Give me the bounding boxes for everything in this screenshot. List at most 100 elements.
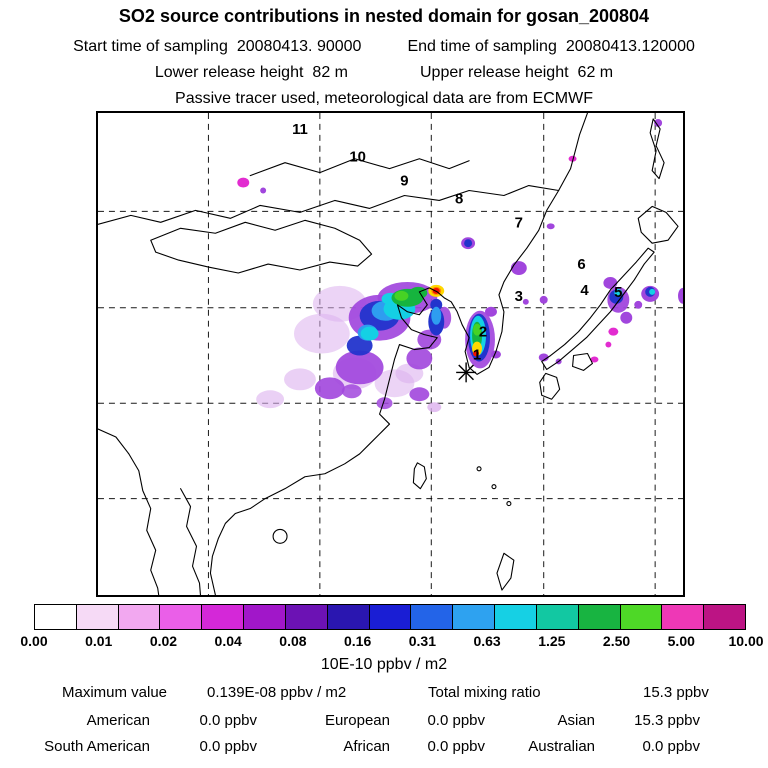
plume-cell [394, 290, 409, 301]
border-north [98, 185, 560, 225]
colorbar-segment [160, 605, 203, 629]
contrib-label: Australian [528, 738, 595, 755]
island-luzon [496, 552, 515, 591]
max-value-label: Maximum value [62, 684, 168, 701]
upper-release-value: 62 m [577, 64, 614, 81]
region-label: 11 [292, 122, 308, 138]
region-label: 4 [580, 283, 589, 299]
upper-release-label: Upper release height [420, 64, 569, 81]
colorbar-tick-label: 5.00 [667, 633, 695, 649]
plume-cell [678, 287, 683, 304]
plume-cell [431, 306, 442, 325]
plume-cell [256, 390, 285, 409]
region-label: 5 [614, 285, 622, 301]
colorbar-segment [118, 605, 161, 629]
contrib-value: 0.0 ppbv [642, 738, 700, 755]
contrib-value: 0.0 ppbv [427, 738, 485, 755]
plume-cell [237, 177, 250, 188]
receptor-marker [458, 364, 474, 381]
colorbar-tick-label: 0.16 [344, 633, 372, 649]
colorbar-segment [578, 605, 621, 629]
plume-cell [473, 350, 480, 357]
contrib-label: African [343, 738, 390, 755]
plume-cell [522, 298, 529, 305]
contrib-label: South American [44, 738, 150, 755]
island-shikoku [572, 352, 594, 371]
colorbar-tick-label: 0.02 [149, 633, 178, 649]
start-time-label: Start time of sampling [73, 38, 228, 55]
plume-cell [409, 387, 430, 402]
max-value: 0.139E-08 ppbv / m2 [207, 684, 347, 701]
plume-cell [464, 239, 473, 248]
plume-cell [260, 187, 267, 194]
region-label: 7 [515, 215, 523, 231]
coastline-mainland [209, 113, 589, 595]
lower-release-value: 82 m [312, 64, 348, 81]
start-time-value: 20080413. 90000 [236, 38, 362, 55]
concentration-plume [237, 118, 683, 413]
plume-cell [346, 335, 373, 356]
colorbar [34, 604, 746, 630]
colorbar-segment [202, 605, 245, 629]
colorbar-segment [285, 605, 328, 629]
end-time-value: 20080413.120000 [565, 38, 695, 55]
plume-cell [314, 377, 345, 400]
coastline-indochina [180, 488, 202, 595]
plume-cell [406, 347, 433, 370]
end-time-label: End time of sampling [407, 38, 557, 55]
plume-cell [546, 223, 555, 230]
plume-cell [335, 350, 384, 385]
plume-cell [360, 326, 379, 341]
summary-stats-row: Maximum value 0.139E-08 ppbv / m2 Total … [0, 684, 768, 704]
start-time: Start time of sampling 20080413. 90000 [73, 38, 361, 56]
colorbar-segment [536, 605, 579, 629]
plume-cell [485, 306, 497, 317]
plume-cell [649, 288, 656, 295]
colorbar-tick-label: 0.00 [20, 633, 48, 649]
border-mongolia [150, 219, 373, 274]
contrib-label: European [324, 712, 390, 729]
region-label: 3 [515, 289, 523, 305]
contrib-label: Asian [557, 712, 595, 729]
plume-cell [284, 368, 316, 391]
contrib-value: 0.0 ppbv [199, 712, 257, 729]
plume-cell [605, 341, 612, 348]
region-label: 9 [400, 174, 408, 190]
colorbar-tick-label: 2.50 [602, 633, 631, 649]
colorbar-segment [411, 605, 454, 629]
plume-cell [293, 313, 350, 354]
island-honshu [541, 247, 655, 370]
lower-release-height: Lower release height 82 m [155, 64, 348, 82]
coastline-bay-of-bengal [98, 428, 160, 595]
region-label: 1 [473, 347, 481, 363]
contrib-value: 0.0 ppbv [427, 712, 485, 729]
island-ryukyu-3 [506, 501, 512, 507]
island-ryukyu-1 [476, 466, 482, 472]
map-gridlines [98, 113, 683, 595]
release-heights-row: Lower release height 82 m Upper release h… [0, 64, 768, 82]
colorbar-tick-label: 0.01 [85, 633, 113, 649]
coastlines [98, 113, 679, 595]
colorbar-segment [620, 605, 663, 629]
plume-cell [568, 155, 577, 162]
contrib-label: American [86, 712, 150, 729]
map-panel: 11 10 9 8 7 6 5 4 3 2 1 [96, 111, 685, 597]
colorbar-segment [76, 605, 119, 629]
island-taiwan [412, 462, 427, 490]
end-time: End time of sampling 20080413.120000 [407, 38, 694, 56]
figure-title: SO2 source contributions in nested domai… [118, 6, 650, 26]
upper-release-height: Upper release height 62 m [420, 64, 613, 82]
colorbar-tick-label: 0.08 [279, 633, 307, 649]
island-sakhalin [649, 118, 665, 180]
contribution-table: American 0.0 ppbv European 0.0 ppbv Asia… [40, 708, 700, 760]
colorbar-segment [327, 605, 370, 629]
colorbar-segment [453, 605, 496, 629]
island-kyushu [539, 372, 561, 400]
island-ryukyu-2 [491, 484, 497, 490]
colorbar-tick-label: 1.25 [538, 633, 566, 649]
colorbar-tick-label: 0.63 [473, 633, 501, 649]
map-plot: 11 10 9 8 7 6 5 4 3 2 1 [98, 113, 683, 595]
plume-cell [654, 118, 663, 127]
colorbar-tick-label: 0.31 [408, 633, 436, 649]
